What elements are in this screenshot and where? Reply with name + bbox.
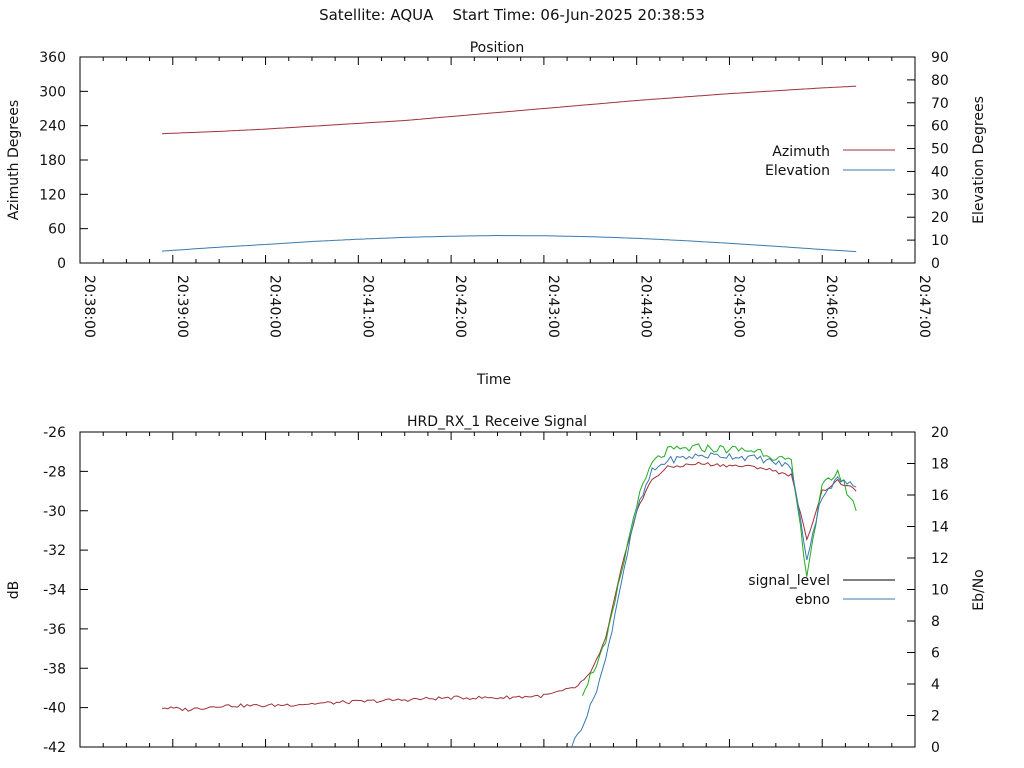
signal-y2label: Eb/No bbox=[971, 569, 987, 611]
signal-legend: signal_level ebno bbox=[748, 573, 895, 608]
position-xlabel: Time bbox=[476, 372, 511, 388]
x-tick-label: 20:45:00 bbox=[730, 275, 746, 338]
y2-tick-label: 0 bbox=[931, 740, 940, 756]
x-tick-label: 20:43:00 bbox=[545, 275, 561, 338]
series-line-azimuth bbox=[161, 85, 857, 135]
position-ylabel: Azimuth Degrees bbox=[6, 100, 22, 220]
position-legend: Azimuth Elevation bbox=[765, 144, 895, 179]
y2-tick-label: 90 bbox=[931, 50, 949, 66]
signal-ylabel: dB bbox=[6, 581, 22, 600]
y-tick-label: -28 bbox=[43, 464, 66, 480]
series-line-elevation bbox=[161, 235, 857, 253]
position-y-axis: 0 60 120 180 240 300 360 bbox=[39, 50, 88, 272]
page-title: Satellite: AQUA Start Time: 06-Jun-2025 … bbox=[319, 6, 705, 24]
y2-tick-label: 4 bbox=[931, 677, 940, 693]
y-tick-label: 180 bbox=[39, 153, 66, 169]
signal-y2-axis: 0 2 4 6 8 10 12 14 16 18 20 bbox=[907, 425, 949, 756]
legend-label-ebno: ebno bbox=[795, 592, 830, 608]
y-tick-label: -34 bbox=[43, 583, 66, 599]
y-tick-label: 240 bbox=[39, 119, 66, 135]
x-tick-label: 20:41:00 bbox=[359, 275, 375, 338]
x-tick-label: 20:47:00 bbox=[916, 275, 932, 338]
y-tick-label: 60 bbox=[48, 222, 66, 238]
y2-tick-label: 60 bbox=[931, 119, 949, 135]
y2-tick-label: 40 bbox=[931, 164, 949, 180]
position-y2label: Elevation Degrees bbox=[971, 96, 987, 224]
series-line-ebno-alt bbox=[582, 443, 857, 696]
y-tick-label: 120 bbox=[39, 187, 66, 203]
y-tick-label: 360 bbox=[39, 50, 66, 66]
y2-tick-label: 14 bbox=[931, 520, 949, 536]
y2-tick-label: 20 bbox=[931, 425, 949, 441]
y2-tick-label: 50 bbox=[931, 142, 949, 158]
position-x-axis: 20:38:00 20:39:00 20:40:00 20:41:00 20:42:00… bbox=[79, 57, 932, 338]
y-tick-label: 0 bbox=[57, 256, 66, 272]
y-tick-label: 300 bbox=[39, 84, 66, 100]
x-tick-label: 20:42:00 bbox=[452, 275, 468, 338]
y-tick-label: -40 bbox=[43, 701, 66, 717]
signal-plot-frame bbox=[79, 431, 916, 748]
y2-tick-label: 8 bbox=[931, 614, 940, 630]
y-tick-label: -30 bbox=[43, 504, 66, 520]
y2-tick-label: 10 bbox=[931, 583, 949, 599]
y2-tick-label: 0 bbox=[931, 256, 940, 272]
y2-tick-label: 12 bbox=[931, 551, 949, 567]
x-tick-label: 20:39:00 bbox=[174, 275, 190, 338]
series-line-signal-level bbox=[161, 461, 857, 712]
x-tick-label: 20:46:00 bbox=[823, 275, 839, 338]
y-tick-label: -32 bbox=[43, 543, 66, 559]
position-chart: Position 20:38:00 20:39:00 20:40:00 20:41:0… bbox=[6, 40, 987, 388]
signal-y-axis: -42 -40 -38 -36 -34 -32 -30 -28 -26 bbox=[43, 425, 88, 756]
y-tick-label: -38 bbox=[43, 661, 66, 677]
legend-label-azimuth: Azimuth bbox=[772, 144, 830, 160]
signal-chart-title: HRD_RX_1 Receive Signal bbox=[407, 414, 587, 430]
position-y2-axis: 0 10 20 30 40 50 60 70 80 90 bbox=[907, 50, 949, 272]
y2-tick-label: 6 bbox=[931, 646, 940, 662]
y2-tick-label: 10 bbox=[931, 233, 949, 249]
signal-series bbox=[161, 443, 857, 748]
legend-label-elevation: Elevation bbox=[765, 163, 830, 179]
y2-tick-label: 18 bbox=[931, 457, 949, 473]
legend-label-signal-level: signal_level bbox=[748, 573, 830, 589]
position-plot-frame bbox=[79, 56, 916, 264]
x-tick-label: 20:38:00 bbox=[81, 275, 97, 338]
x-tick-label: 20:40:00 bbox=[267, 275, 283, 338]
y2-tick-label: 2 bbox=[931, 709, 940, 725]
y2-tick-label: 30 bbox=[931, 187, 949, 203]
position-series bbox=[161, 85, 857, 253]
signal-x-axis bbox=[79, 432, 916, 747]
y2-tick-label: 20 bbox=[931, 210, 949, 226]
y-tick-label: -26 bbox=[43, 425, 66, 441]
y2-tick-label: 80 bbox=[931, 73, 949, 89]
position-chart-title: Position bbox=[470, 40, 525, 56]
signal-chart: HRD_RX_1 Receive Signal -42-40-38-36-34-… bbox=[6, 414, 987, 756]
y-tick-label: -42 bbox=[43, 740, 66, 756]
y2-tick-label: 70 bbox=[931, 96, 949, 112]
y-tick-label: -36 bbox=[43, 622, 66, 638]
x-tick-label: 20:44:00 bbox=[638, 275, 654, 338]
series-line-ebno bbox=[571, 452, 857, 748]
y2-tick-label: 16 bbox=[931, 488, 949, 504]
